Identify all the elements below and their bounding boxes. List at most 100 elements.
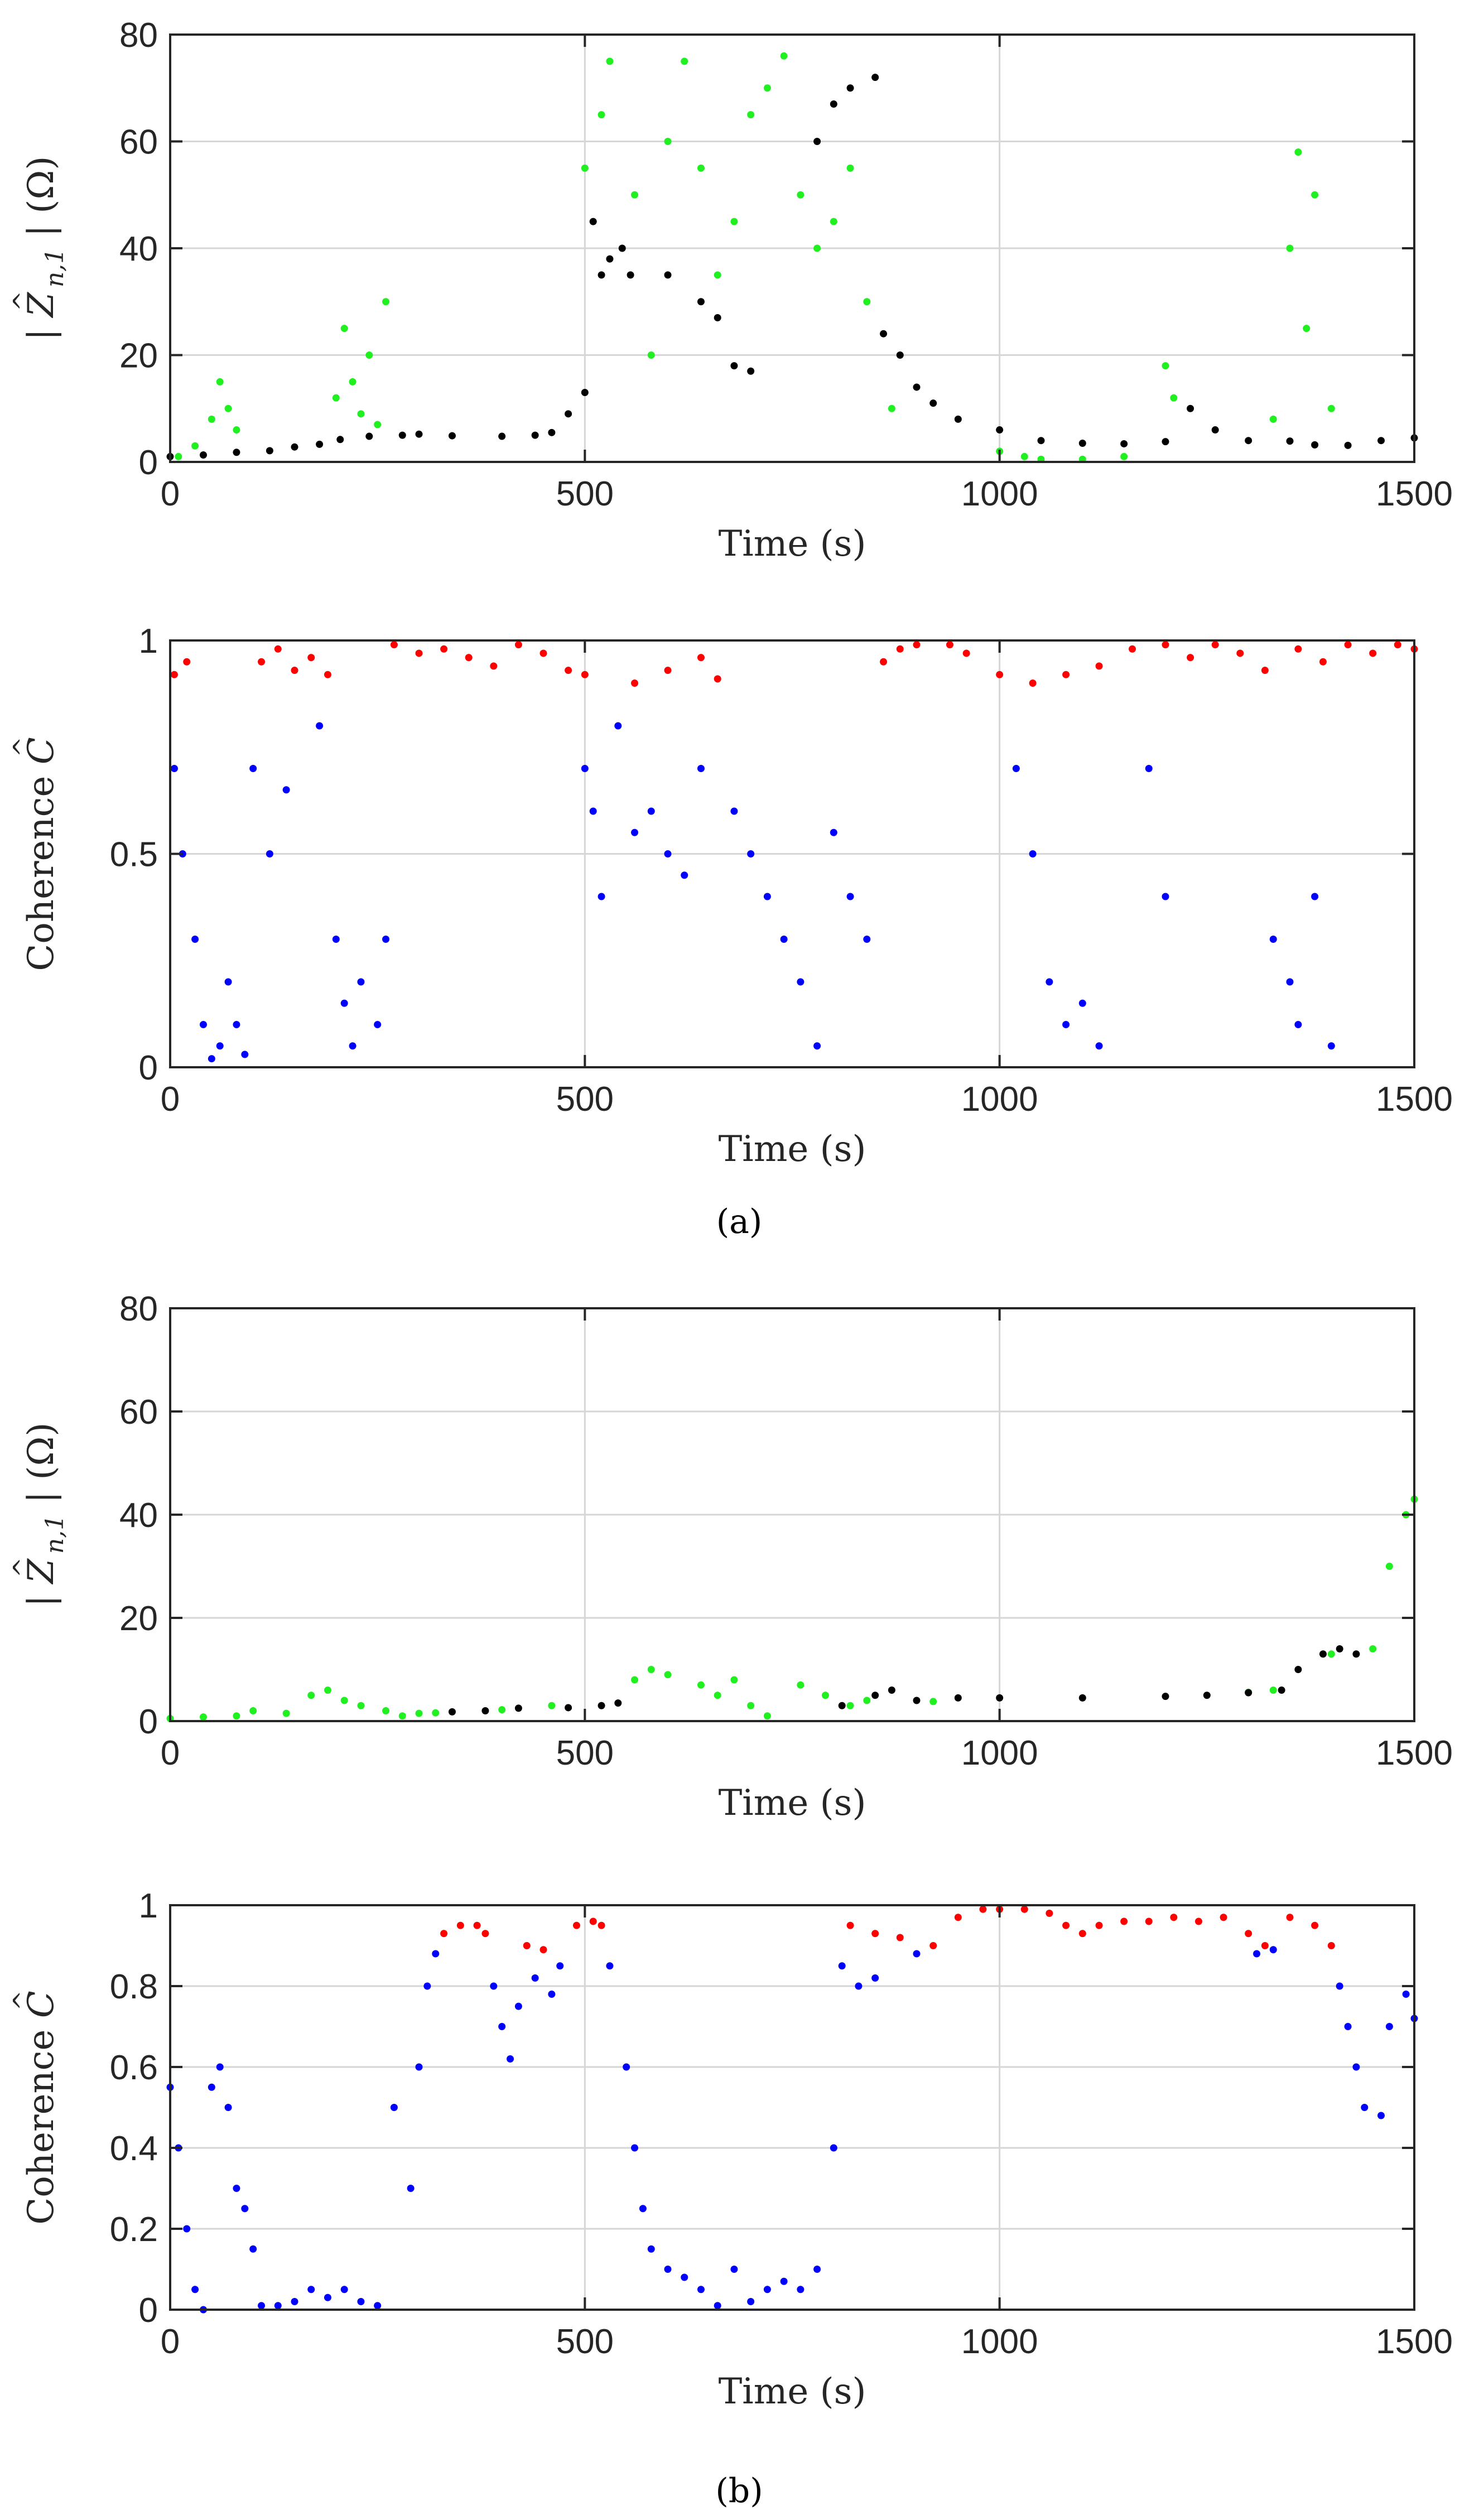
data-point-red xyxy=(1369,649,1377,657)
data-point-black xyxy=(1211,426,1219,434)
data-point-blue xyxy=(340,2286,348,2293)
data-point-blue xyxy=(208,1055,215,1063)
data-point-red xyxy=(183,658,191,666)
data-point-black xyxy=(448,1708,456,1716)
data-point-blue xyxy=(258,2302,266,2310)
data-point-black xyxy=(548,428,556,436)
data-point-green xyxy=(548,1702,556,1709)
data-point-blue xyxy=(199,1021,207,1028)
data-point-blue xyxy=(697,2286,705,2293)
data-point-green xyxy=(432,1709,440,1717)
data-point-blue xyxy=(681,2273,688,2281)
data-point-blue xyxy=(838,1962,846,1970)
data-point-blue xyxy=(730,2266,738,2273)
data-point-blue xyxy=(1344,2023,1352,2030)
y-tick-label: 40 xyxy=(119,230,158,268)
data-point-green xyxy=(863,1697,871,1704)
data-point-blue xyxy=(556,1962,564,1970)
data-point-green xyxy=(647,1666,655,1673)
data-point-blue xyxy=(647,2245,655,2253)
x-axis-label: Time (s) xyxy=(719,2371,866,2412)
data-point-green xyxy=(797,191,804,199)
plot-a-coherence: 0 500 1000 1500 0 0.5 1 Time (s) Coherence C^ xyxy=(8,622,1453,1170)
data-point-blue xyxy=(274,2302,282,2310)
data-point-blue xyxy=(639,2205,647,2213)
data-point-black xyxy=(888,1687,895,1694)
x-tick-label: 1500 xyxy=(1376,1734,1453,1772)
x-tick-label: 0 xyxy=(161,1080,180,1119)
y-tick-label: 1 xyxy=(139,1887,158,1925)
data-point-black xyxy=(1311,441,1319,449)
data-point-black xyxy=(627,271,634,279)
data-point-green xyxy=(191,442,199,450)
data-point-black xyxy=(996,1694,1004,1702)
data-point-red xyxy=(946,641,953,649)
data-point-red xyxy=(1344,641,1352,649)
data-point-black xyxy=(1245,437,1252,445)
data-point-blue xyxy=(316,722,324,730)
data-point-green xyxy=(821,1692,829,1699)
y-tick-label: 1 xyxy=(139,622,158,661)
data-point-red xyxy=(589,1917,597,1925)
data-point-green xyxy=(929,1698,937,1705)
data-point-blue xyxy=(631,2144,639,2152)
data-point-red xyxy=(871,1930,879,1938)
data-point-blue xyxy=(747,850,755,857)
data-point-black xyxy=(1286,437,1294,445)
data-point-blue xyxy=(830,828,837,836)
data-point-green xyxy=(357,410,365,418)
data-point-red xyxy=(1220,1914,1227,1921)
data-point-black xyxy=(531,431,539,439)
data-point-black xyxy=(448,432,456,440)
data-point-black xyxy=(1352,1650,1360,1658)
data-point-black xyxy=(1120,440,1128,447)
data-point-red xyxy=(880,658,888,666)
data-point-blue xyxy=(1078,999,1086,1007)
x-axis-label: Time (s) xyxy=(719,1129,866,1170)
data-point-black xyxy=(1245,1689,1252,1697)
data-point-blue xyxy=(614,722,622,730)
caption-b: (b) xyxy=(715,2471,763,2511)
data-point-red xyxy=(1394,641,1401,649)
data-point-red xyxy=(1286,1914,1294,1921)
x-tick-label: 1000 xyxy=(961,1080,1038,1119)
data-point-blue xyxy=(179,850,186,857)
data-point-black xyxy=(1344,441,1352,449)
data-point-black xyxy=(954,415,962,423)
data-point-red xyxy=(631,680,639,687)
data-point-green xyxy=(1020,452,1028,460)
data-point-black xyxy=(498,432,506,440)
data-point-red xyxy=(598,1921,605,1929)
data-point-black xyxy=(1078,1694,1086,1702)
data-point-green xyxy=(233,426,240,434)
data-point-black xyxy=(565,1704,572,1712)
data-point-red xyxy=(1319,658,1327,666)
data-point-blue xyxy=(589,807,597,815)
data-point-black xyxy=(316,440,324,448)
data-point-black xyxy=(1162,438,1169,446)
x-axis-label: Time (s) xyxy=(719,1782,866,1824)
x-tick-label: 1500 xyxy=(1376,2323,1453,2361)
data-point-blue xyxy=(714,2302,721,2310)
data-point-blue xyxy=(1327,1042,1335,1050)
y-tick-label: 40 xyxy=(119,1496,158,1535)
data-point-blue xyxy=(191,2286,199,2293)
data-point-blue xyxy=(332,936,340,943)
data-point-blue xyxy=(1336,1982,1343,1990)
data-point-green xyxy=(747,1702,755,1709)
data-point-black xyxy=(1203,1692,1211,1699)
x-tick-label: 0 xyxy=(161,1734,180,1772)
data-point-green xyxy=(324,1687,331,1694)
data-point-green xyxy=(730,218,738,225)
data-point-black xyxy=(614,1699,622,1707)
data-point-red xyxy=(258,658,266,666)
data-point-blue xyxy=(631,828,639,836)
data-point-black xyxy=(664,271,672,279)
data-point-green xyxy=(1385,1563,1393,1570)
data-point-black xyxy=(1336,1645,1343,1652)
data-point-blue xyxy=(1253,1950,1261,1958)
data-point-blue xyxy=(1029,850,1037,857)
data-point-red xyxy=(1029,680,1037,687)
data-point-black xyxy=(365,432,373,440)
data-point-blue xyxy=(664,2266,672,2273)
